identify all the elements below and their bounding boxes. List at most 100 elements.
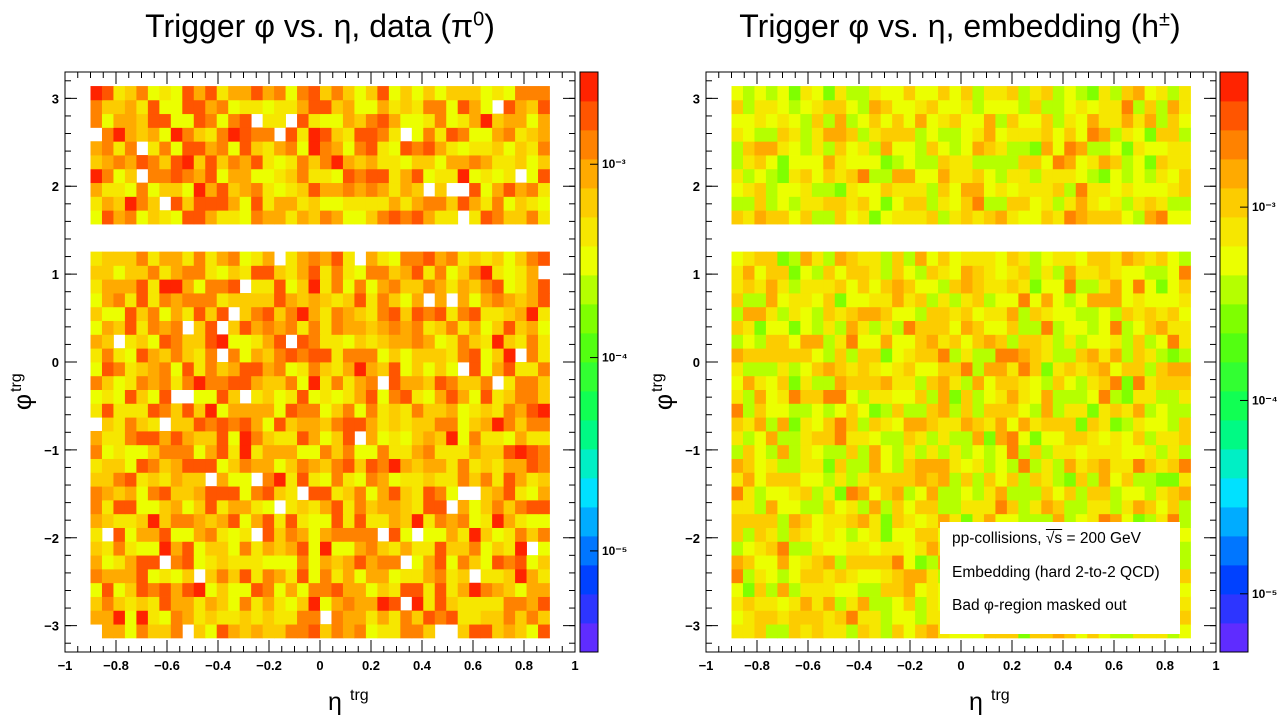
heatmap-cell <box>972 417 985 432</box>
x-tick-label: 0.6 <box>464 658 482 673</box>
heatmap-cell <box>915 541 927 556</box>
heatmap-cell <box>731 375 744 390</box>
heatmap-cell <box>1052 513 1065 528</box>
heatmap-cell <box>742 596 755 611</box>
heatmap-cell <box>262 362 275 377</box>
heatmap-cell <box>331 306 344 322</box>
heatmap-cell <box>1018 155 1031 170</box>
heatmap-cell <box>754 141 767 156</box>
heatmap-cell <box>1144 499 1157 515</box>
heatmap-cell <box>308 527 321 542</box>
heatmap-cell <box>1075 417 1088 432</box>
heatmap-cell <box>777 362 790 377</box>
heatmap-cell <box>892 210 905 225</box>
heatmap-cell <box>834 86 847 101</box>
heatmap-cell <box>239 196 252 211</box>
heatmap-cell <box>205 306 218 322</box>
heatmap-cell <box>320 568 332 584</box>
heatmap-cell <box>1179 113 1191 128</box>
heatmap-cell <box>492 417 504 432</box>
heatmap-cell <box>297 568 309 584</box>
heatmap-cell <box>800 99 813 115</box>
heatmap-cell <box>193 555 206 570</box>
heatmap-cell <box>1121 362 1134 377</box>
heatmap-cell <box>411 610 424 625</box>
heatmap-cell <box>1041 86 1054 101</box>
heatmap-cell <box>788 458 801 473</box>
heatmap-cell <box>457 513 470 528</box>
heatmap-cell <box>938 265 950 280</box>
heatmap-cell <box>90 196 103 211</box>
heatmap-cell <box>365 320 378 335</box>
heatmap-cell <box>411 196 424 211</box>
heatmap-cell <box>377 113 390 128</box>
heatmap-cell <box>869 155 882 170</box>
heatmap-cell <box>480 403 493 418</box>
heatmap-cell <box>880 582 893 597</box>
heatmap-cell <box>538 582 550 597</box>
heatmap-cell <box>731 417 744 432</box>
heatmap-cell <box>1098 279 1111 294</box>
heatmap-cell <box>388 99 401 115</box>
heatmap-cell <box>423 582 436 597</box>
heatmap-cell <box>136 375 149 390</box>
heatmap-cell <box>846 362 859 377</box>
heatmap-cell <box>1018 430 1031 446</box>
heatmap-cell <box>377 472 390 487</box>
heatmap-cell <box>1110 362 1123 377</box>
heatmap-cell <box>742 472 755 487</box>
heatmap-cell <box>983 155 996 170</box>
heatmap-cell <box>869 541 882 556</box>
heatmap-cell <box>731 527 744 542</box>
heatmap-cell <box>365 168 378 184</box>
heatmap-cell <box>331 458 344 473</box>
heatmap-cell <box>239 472 252 487</box>
heatmap-cell <box>124 320 137 335</box>
heatmap-cell <box>251 430 264 446</box>
heatmap-cell <box>938 472 950 487</box>
heatmap-cell <box>285 99 298 115</box>
heatmap-cell <box>228 251 241 266</box>
heatmap-cell <box>926 458 939 473</box>
heatmap-cell <box>846 596 859 611</box>
heatmap-cell <box>1064 86 1077 101</box>
heatmap-cell <box>228 265 241 280</box>
heatmap-cell <box>457 334 470 349</box>
heatmap-cell <box>811 99 824 115</box>
heatmap-cell <box>1041 444 1054 459</box>
heatmap-cell <box>1087 279 1100 294</box>
heatmap-cell <box>446 458 459 473</box>
heatmap-cell <box>1110 513 1123 528</box>
heatmap-cell <box>869 499 882 515</box>
heatmap-cell <box>869 279 882 294</box>
heatmap-cell <box>480 417 493 432</box>
heatmap-cell <box>113 127 126 142</box>
heatmap-cell <box>251 499 264 515</box>
heatmap-cell <box>538 430 550 446</box>
heatmap-cell <box>193 293 206 308</box>
heatmap-cell <box>983 168 996 184</box>
heatmap-cell <box>285 458 298 473</box>
heatmap-cell <box>90 555 103 570</box>
heatmap-cell <box>834 210 847 225</box>
heatmap-cell <box>1018 210 1031 225</box>
heatmap-cell <box>239 486 252 501</box>
heatmap-cell <box>503 196 516 211</box>
heatmap-cell <box>1064 348 1077 363</box>
heatmap-cell <box>446 155 459 170</box>
heatmap-cell <box>834 389 847 404</box>
heatmap-cell <box>1029 168 1042 184</box>
heatmap-cell <box>492 624 504 639</box>
y-tick-label: 0 <box>693 355 700 370</box>
heatmap-cell <box>262 458 275 473</box>
heatmap-cell <box>446 306 459 322</box>
heatmap-cell <box>903 99 916 115</box>
heatmap-cell <box>308 486 321 501</box>
heatmap-cell <box>765 582 778 597</box>
heatmap-cell <box>1133 155 1145 170</box>
heatmap-cell <box>480 375 493 390</box>
heatmap-cell <box>354 486 367 501</box>
heatmap-cell <box>765 99 778 115</box>
heatmap-cell <box>434 113 447 128</box>
heatmap-cell <box>1110 306 1123 322</box>
